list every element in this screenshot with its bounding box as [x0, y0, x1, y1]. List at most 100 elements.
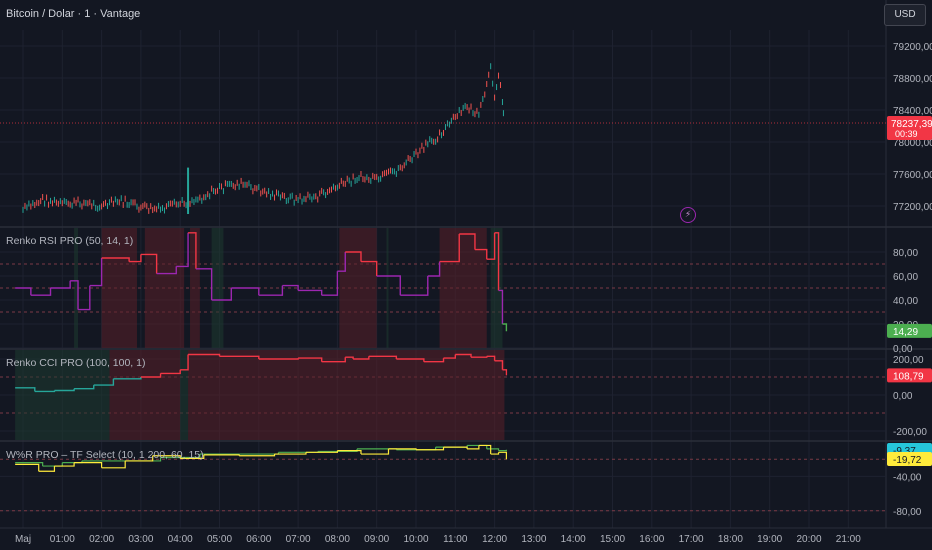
- wr-line: [152, 455, 181, 459]
- wr-axis-tick: -40,00: [893, 472, 922, 483]
- rsi-line: [140, 253, 158, 274]
- rsi-line: [176, 232, 189, 268]
- rsi-line: [70, 280, 79, 310]
- rsi-line: [360, 260, 378, 276]
- price-axis: 79200,00 78800,00 78400,00 78000,00 77600,00…: [887, 42, 932, 518]
- time-axis-label: 05:00: [207, 534, 232, 545]
- wr-line: [360, 448, 390, 455]
- time-axis-label: 02:00: [89, 534, 114, 545]
- cci-axis-tick: 0,00: [893, 391, 913, 402]
- rsi-line: [337, 252, 346, 272]
- cci-line: [219, 355, 260, 359]
- price-axis-tick: 77600,00: [893, 170, 932, 181]
- series-lines: [0, 63, 886, 472]
- time-axis-label: 17:00: [679, 534, 704, 545]
- wr-line: [15, 463, 40, 472]
- rsi-line: [376, 275, 401, 296]
- wr-line: [15, 462, 44, 467]
- time-axis-label: 01:00: [50, 534, 75, 545]
- cci-last-value-text: 108,79: [893, 371, 924, 382]
- rsi-overbought-zone: [339, 228, 377, 348]
- rsi-axis-tick: 60,00: [893, 272, 918, 283]
- wr-line: [180, 454, 205, 459]
- currency-button[interactable]: USD: [884, 4, 926, 26]
- time-axis-label: 07:00: [286, 534, 311, 545]
- time-axis-label: 18:00: [718, 534, 743, 545]
- rsi-line: [258, 285, 284, 296]
- cci-line: [74, 385, 95, 390]
- time-axis-label: 19:00: [757, 534, 782, 545]
- rsi-line: [195, 268, 213, 300]
- cci-line: [15, 387, 36, 392]
- last-price-label: [887, 116, 932, 141]
- rsi-line: [101, 257, 130, 262]
- rsi-overbought-zone: [101, 228, 137, 348]
- rsi-oversold-zone: [386, 228, 389, 348]
- cci-line: [140, 373, 162, 378]
- time-axis-label: 14:00: [561, 534, 586, 545]
- rsi-line: [30, 288, 52, 296]
- wr-last-value-2-text: -19,72: [893, 455, 922, 466]
- rsi-last-value: [887, 323, 932, 338]
- wr-last-value-2: [887, 451, 932, 466]
- rsi-axis-tick: 80,00: [893, 248, 918, 259]
- rsi-line: [188, 232, 197, 269]
- rsi-line: [282, 284, 299, 291]
- wr-line: [498, 449, 507, 452]
- cci-line: [502, 369, 508, 376]
- cci-line: [93, 378, 115, 386]
- price-axis-tick: 78000,00: [893, 138, 932, 149]
- wr-line: [160, 454, 201, 459]
- time-axis-label: 04:00: [168, 534, 193, 545]
- rsi-line: [89, 258, 103, 287]
- rsi-line: [156, 266, 177, 275]
- wr-line: [125, 455, 154, 462]
- time-axis-label: 11:00: [443, 534, 468, 545]
- time-axis-label: 13:00: [521, 534, 546, 545]
- cci-line: [298, 357, 323, 362]
- rsi-line: [231, 287, 260, 296]
- time-axis-label: 16:00: [639, 534, 664, 545]
- time-axis-label: 20:00: [796, 534, 821, 545]
- cci-line: [353, 356, 370, 360]
- time-axis-label: Maj: [15, 534, 31, 545]
- rsi-line: [211, 288, 232, 301]
- rsi-overbought-zone: [190, 228, 200, 348]
- rsi-line: [345, 251, 362, 262]
- wr-axis-tick: -80,00: [893, 507, 922, 518]
- bar-countdown: 00:39: [895, 129, 918, 139]
- rsi-line: [439, 234, 460, 263]
- time-axis-label: 09:00: [364, 534, 389, 545]
- wr-line: [467, 445, 480, 450]
- wr-line: [317, 448, 358, 453]
- time-axis-label: 08:00: [325, 534, 350, 545]
- symbol-title[interactable]: Bitcoin / Dolar · 1 · Vantage: [6, 8, 141, 20]
- rsi-line: [129, 254, 142, 263]
- wr-indicator-label[interactable]: W%R PRO – TF Select (10, 1 200, 60, 15): [6, 449, 204, 461]
- wr-line: [498, 451, 507, 460]
- rsi-line: [15, 287, 32, 296]
- last-price-value: 78237,39: [891, 119, 932, 130]
- rsi-line: [298, 289, 323, 296]
- lightning-bolt-icon[interactable]: ⚡: [680, 207, 696, 223]
- cci-line: [321, 357, 346, 363]
- wr-last-value-1-text: -9,37: [893, 446, 916, 457]
- time-axis-label: 03:00: [128, 534, 153, 545]
- cci-line: [368, 355, 398, 359]
- cci-line: [160, 369, 181, 375]
- time-axis: Maj 01:00 02:00 03:00 04:00 05:00 06:00 07:00 08…: [15, 534, 861, 545]
- price-axis-tick: 79200,00: [893, 42, 932, 53]
- cci-indicator-label[interactable]: Renko CCI PRO (100, 100, 1): [6, 357, 146, 369]
- wr-line: [203, 454, 240, 456]
- price-axis-tick: 78400,00: [893, 106, 932, 117]
- rsi-indicator-label[interactable]: Renko RSI PRO (50, 14, 1): [6, 235, 134, 247]
- rsi-oversold-zone: [490, 228, 503, 348]
- cci-bear-zone: [15, 350, 110, 440]
- rsi-line: [502, 323, 508, 332]
- rsi-line: [486, 232, 496, 260]
- rsi-line: [498, 289, 504, 324]
- cci-line: [494, 360, 504, 370]
- time-axis-label: 12:00: [482, 534, 507, 545]
- time-axis-label: 21:00: [836, 534, 861, 545]
